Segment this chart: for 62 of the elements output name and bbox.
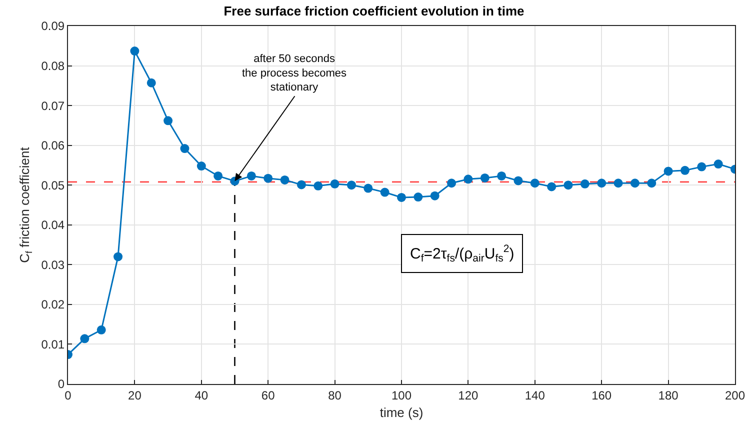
point <box>630 178 640 188</box>
point <box>647 178 656 188</box>
point <box>480 173 490 182</box>
y-tick-label: 0.01 <box>41 337 65 352</box>
point <box>330 179 340 188</box>
y-tick-label: 0.03 <box>41 258 65 272</box>
x-tick-label: 40 <box>194 388 208 402</box>
point <box>397 192 406 202</box>
y-tick-label: 0.06 <box>41 138 65 153</box>
x-tick-label: 20 <box>128 388 142 402</box>
point <box>564 180 573 190</box>
point <box>364 184 373 193</box>
point <box>214 171 223 180</box>
point <box>130 46 140 56</box>
x-tick-label: 100 <box>391 388 412 402</box>
x-tick-label: 180 <box>658 388 679 402</box>
annotation: after 50 seconds the process becomes stationary <box>242 53 348 94</box>
point <box>246 171 256 180</box>
point <box>547 182 556 192</box>
point <box>514 176 523 186</box>
point <box>196 162 206 171</box>
x-tick-label: 140 <box>524 388 546 402</box>
point <box>380 188 390 197</box>
point <box>180 144 190 154</box>
y-tick-label: 0.02 <box>41 298 65 312</box>
point <box>414 192 423 202</box>
y-tick-label: 0.04 <box>41 218 65 232</box>
point <box>96 325 106 334</box>
point <box>296 180 306 190</box>
point <box>597 178 606 188</box>
point <box>430 191 440 200</box>
point <box>497 171 506 180</box>
y-tick-label: 0.08 <box>41 58 65 73</box>
x-tick-label: 160 <box>592 388 612 402</box>
point <box>697 162 706 172</box>
x-tick-label: 120 <box>458 388 479 402</box>
point <box>580 179 590 188</box>
y-tick-label: 0.05 <box>41 178 65 192</box>
point <box>346 180 356 190</box>
y-tick-label: 0 <box>58 377 65 392</box>
point <box>280 175 290 184</box>
y-tick-label: 0.09 <box>41 19 65 34</box>
point <box>164 116 173 126</box>
point <box>614 178 623 188</box>
point <box>664 166 673 176</box>
chart-title: Free surface friction coefficient evolution in time <box>224 4 524 19</box>
point <box>714 160 723 169</box>
point <box>264 174 273 183</box>
point <box>314 181 323 190</box>
x-tick-label: 80 <box>328 388 342 402</box>
point <box>80 334 90 344</box>
point <box>447 178 456 188</box>
point <box>114 252 123 262</box>
x-tick-label: 200 <box>724 388 746 402</box>
x-tick-label: 60 <box>261 388 276 402</box>
x-axis-title: time (s) <box>380 405 424 420</box>
point <box>464 174 473 184</box>
point <box>680 166 690 175</box>
text: C$_{f}$=2τ$_{fs}$/(ρ$_{air}$U$_{fs}$$^{2}$) <box>410 243 514 264</box>
point <box>146 78 156 88</box>
y-tick-label: 0.07 <box>41 98 65 113</box>
point <box>530 178 540 188</box>
